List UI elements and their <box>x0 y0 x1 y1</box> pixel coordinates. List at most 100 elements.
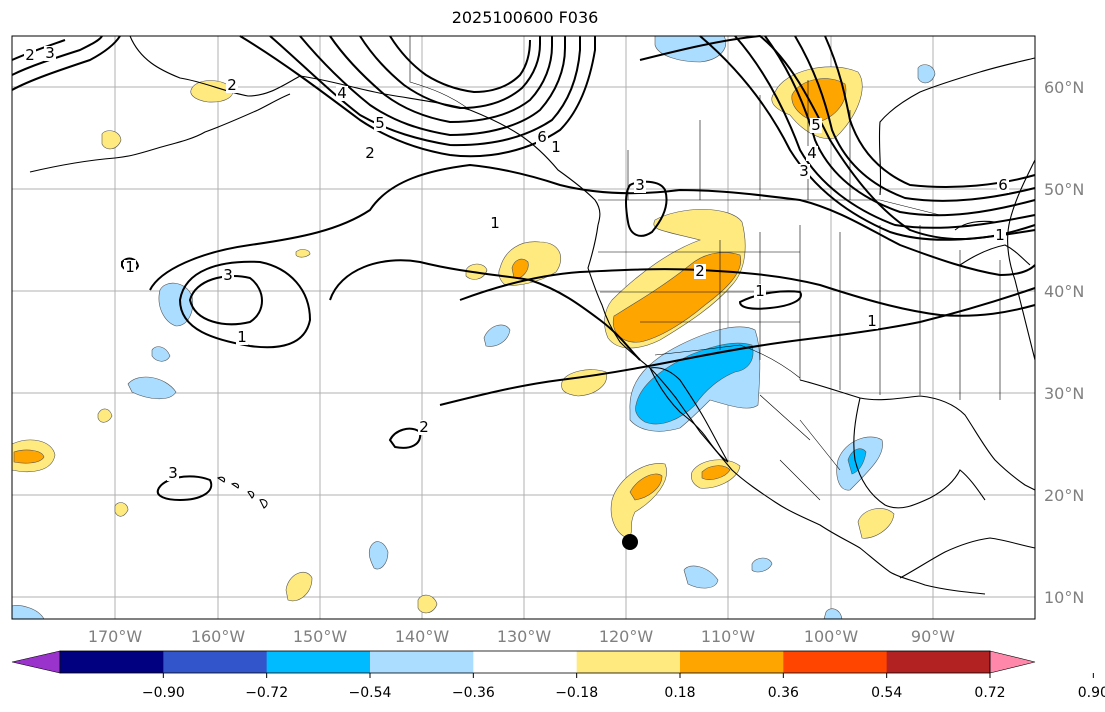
negative-anomaly-small-d <box>483 324 511 347</box>
contour-label: 3 <box>799 162 809 180</box>
lon-label-170w: 170°W <box>88 627 143 646</box>
colorbar-tick-label: 0.54 <box>871 685 902 701</box>
coastline-great-lakes <box>954 220 1031 266</box>
lat-label-50n: 50°N <box>1044 180 1084 199</box>
contour-north-4 <box>329 35 553 124</box>
colorbar-segment <box>370 651 474 673</box>
positive-anomaly-small-7 <box>295 249 311 258</box>
coastline-us-east <box>1006 159 1036 361</box>
contour-east-3 <box>734 35 1036 229</box>
positive-anomaly-small-3 <box>97 408 113 423</box>
contour-label-bg <box>124 260 136 275</box>
lon-label-160w: 160°W <box>191 627 246 646</box>
contour-east-4 <box>764 35 1036 217</box>
lat-label-20n: 20°N <box>1044 486 1084 505</box>
colorbar-extend-max <box>989 650 1036 674</box>
colorbar-tick-label: −0.72 <box>245 685 288 701</box>
contour-2-mid-pacific <box>329 259 641 361</box>
colorbar-segment <box>783 651 888 673</box>
contour-label-bg <box>44 46 56 61</box>
contour-label: 6 <box>537 128 547 146</box>
contour-label: 2 <box>365 144 375 162</box>
contour-label-bg <box>364 146 376 161</box>
positive-anomaly-west-us-core <box>612 252 742 343</box>
contour-label: 1 <box>125 258 135 276</box>
colorbar-tick-label: 0.72 <box>974 685 1005 701</box>
contour-label-bg <box>634 178 646 193</box>
border-us-mexico <box>654 344 801 379</box>
border-canada-us <box>598 199 941 216</box>
negative-anomaly-small-b <box>127 376 177 400</box>
contour-label: 1 <box>755 282 765 300</box>
contour-label-bg <box>754 284 766 299</box>
positive-anomaly-hawaii-west-core <box>13 449 45 464</box>
contour-label: 1 <box>551 138 561 156</box>
storm-position-dot <box>622 534 638 550</box>
contour-3-inland <box>738 290 802 310</box>
contour-label: 2 <box>25 46 35 64</box>
positive-anomaly-small-4 <box>114 502 129 517</box>
lon-label-150w: 150°W <box>293 627 348 646</box>
colorbar-segment <box>60 651 164 673</box>
contour-label-bg <box>536 130 548 145</box>
contour-2-western <box>178 260 312 349</box>
contour-label: 6 <box>998 176 1008 194</box>
contour-1-central-pacific <box>149 163 1036 291</box>
lat-label-10n: 10°N <box>1044 588 1084 607</box>
contour-label-bg <box>336 86 348 101</box>
contour-label-bg <box>236 330 248 345</box>
colorbar-extend-min <box>11 650 61 674</box>
contour-label-bg <box>994 228 1006 243</box>
positive-anomaly-gulf <box>857 508 895 539</box>
lon-label-140w: 140°W <box>395 627 450 646</box>
lat-label-60n: 60°N <box>1044 78 1084 97</box>
contour-label: 2 <box>695 262 705 280</box>
coastline-mexico-east <box>853 397 986 509</box>
contour-label-bg <box>167 466 179 481</box>
contour-label-bg <box>222 268 234 283</box>
contour-3-western <box>188 275 263 326</box>
border-alaska-canada <box>409 36 471 111</box>
colorbar-segment <box>473 651 578 673</box>
borders-mexico-states <box>759 394 841 501</box>
colorbar-outline <box>59 650 991 674</box>
contour-north-5 <box>359 35 541 110</box>
lon-label-90w: 90°W <box>911 627 955 646</box>
contour-label-bg <box>374 116 386 131</box>
contour-north-2 <box>269 35 581 147</box>
contour-label-bg <box>798 164 810 179</box>
contour-1-eastern-pacific <box>459 268 1036 317</box>
borders-canada-provinces <box>627 80 851 200</box>
lon-label-130w: 130°W <box>497 627 552 646</box>
contour-label: 1 <box>490 214 500 232</box>
colorbar-segment <box>680 651 784 673</box>
contour-label-bg <box>550 140 562 155</box>
negative-anomaly-small-g <box>751 557 773 573</box>
negative-anomaly-small-c <box>151 346 171 362</box>
contour-east-6 <box>824 35 1036 188</box>
contour-label-bg <box>418 420 430 435</box>
lat-label-40n: 40°N <box>1044 282 1084 301</box>
colorbar-tick-label: 0.36 <box>768 685 799 701</box>
colorbar-tick-label: 0.90 <box>1078 685 1105 701</box>
contour-label-bg <box>997 178 1009 193</box>
contour-label-bg <box>226 78 238 93</box>
contour-label: 4 <box>337 84 347 102</box>
contour-label: 3 <box>168 464 178 482</box>
colorbar-segment <box>886 651 991 673</box>
positive-anomaly-small-6 <box>417 594 438 614</box>
positive-anomaly-small-5 <box>285 572 313 602</box>
coastline-aleutians <box>29 93 291 173</box>
lat-label-30n: 30°N <box>1044 384 1084 403</box>
positive-anomaly-alaska-gulf <box>190 80 234 103</box>
map-frame <box>11 35 1036 620</box>
colorbar-segment <box>163 651 268 673</box>
contour-east-1 <box>639 34 1036 241</box>
positive-anomaly-mexico-coast-core <box>701 465 731 480</box>
colorbar-tick-label: −0.36 <box>452 685 495 701</box>
contour-label: 2 <box>227 76 237 94</box>
positive-anomaly-small-2 <box>101 130 122 150</box>
negative-anomaly-small-e <box>368 541 389 570</box>
